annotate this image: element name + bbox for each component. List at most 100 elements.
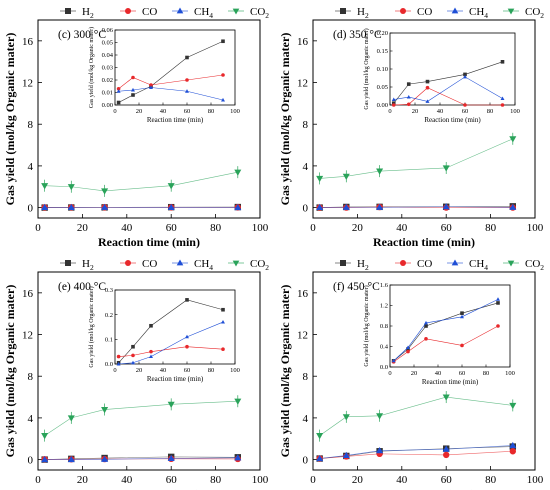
legend-marker-ch4 (176, 7, 184, 14)
inset-y-tick-label: 0.02 (102, 77, 113, 84)
x-tick-label: 0 (35, 222, 41, 234)
inset-x-tick-label: 20 (136, 367, 143, 374)
legend-label-h2: H2 (82, 258, 94, 272)
legend-label-h2: H2 (357, 258, 369, 272)
legend-label-co2: CO2 (525, 6, 544, 20)
inset-y-tick-label: 1.6 (380, 282, 389, 289)
legend: H2 CO CH4 CO2 (60, 6, 269, 20)
inset-x-tick-label: 40 (435, 370, 442, 377)
inset-x-tick-label: 60 (462, 108, 469, 115)
inset-frame (389, 32, 516, 106)
inset-y-tick-label: 0.05 (377, 84, 388, 91)
chart-panel-4: H2 CO CH4 CO2 0 20 40 60 80 100 0 4 8 12 16 Reaction ti… (278, 258, 544, 490)
panel-label: (d) 350 °C (333, 29, 382, 41)
inset-data-point-co (131, 353, 135, 358)
y-tick-label: 16 (297, 288, 309, 300)
legend-marker-h2 (340, 260, 346, 266)
inset-data-point-co (185, 344, 189, 349)
y-tick-label: 0 (28, 455, 34, 467)
x-tick-label: 80 (485, 222, 497, 234)
x-axis-label: Reaction time (min) (98, 487, 200, 490)
inset-data-point-co (116, 354, 121, 359)
data-point-ch4 (442, 445, 450, 452)
data-point-co2 (167, 401, 175, 409)
inset-y-tick-label: 1.2 (380, 303, 388, 310)
data-point-co2 (101, 406, 109, 414)
data-point-co2 (509, 402, 517, 410)
legend-marker-co2 (507, 260, 515, 267)
y-tick-label: 12 (297, 330, 308, 342)
panel-label: (c) 300 °C (58, 29, 106, 41)
x-tick-label: 0 (35, 474, 41, 486)
plot-frame (37, 19, 261, 219)
inset-data-point-co (391, 103, 396, 107)
inset-y-tick-label: 0.4 (380, 344, 389, 351)
inset-data-point-ch4 (116, 361, 121, 366)
x-tick-label: 100 (527, 474, 544, 486)
legend-label-co: CO (417, 6, 432, 18)
y-axis-label: Gas yield (mol/kg Organic mater) (3, 285, 17, 458)
inset-y-tick-label: 0.3 (105, 287, 113, 294)
inset-data-point-ch4 (391, 358, 396, 363)
inset-chart: 0 20 40 60 80 100 0.00 0.01 0.02 0.03 0.04 0.05 0.06… (88, 27, 240, 124)
data-point-ch4 (41, 203, 49, 211)
inset-data-point-co (221, 73, 225, 77)
inset-data-point-ch4 (116, 89, 121, 93)
x-tick-label: 60 (441, 222, 453, 234)
inset-x-tick-label: 80 (487, 108, 494, 115)
plot-frame (312, 271, 536, 471)
data-point-co2 (67, 415, 75, 422)
legend-marker-co2 (232, 8, 240, 15)
inset-data-point-ch4 (496, 297, 500, 301)
inset-x-axis-label: Reaction time (min) (424, 116, 481, 124)
inset-y-tick-label: 0.04 (102, 52, 114, 59)
inset-y-tick-label: 0.10 (377, 66, 388, 73)
data-point-co2 (442, 165, 450, 172)
inset-y-tick-label: 0.0 (380, 364, 388, 371)
inset-x-tick-label: 40 (160, 108, 167, 115)
x-tick-label: 40 (396, 474, 408, 486)
y-axis-label: Gas yield (mol/kg Organic mater) (3, 33, 17, 206)
x-tick-label: 80 (210, 474, 222, 486)
inset-data-point-ch4 (221, 97, 225, 102)
inset-y-tick-label: 0.00 (102, 102, 113, 109)
data-point-co2 (234, 398, 242, 405)
data-point-co2 (67, 184, 75, 191)
inset-y-tick-label: 0.0 (105, 361, 113, 368)
inset-data-point-co (425, 85, 430, 90)
data-point-ch4 (167, 454, 175, 461)
inset-x-tick-label: 20 (136, 108, 143, 115)
inset-y-axis-label: Gas yield (mol/kg Organic mater) (363, 28, 370, 109)
data-point-co2 (376, 168, 384, 175)
x-tick-label: 0 (310, 474, 316, 486)
data-point-ch4 (234, 203, 242, 211)
data-point-ch4 (376, 203, 384, 210)
inset-x-tick-label: 80 (208, 367, 215, 374)
y-tick-label: 8 (303, 119, 309, 131)
x-tick-label: 20 (77, 222, 89, 234)
data-point-ch4 (101, 203, 109, 210)
inset-data-point-ch4 (185, 334, 189, 339)
data-point-ch4 (67, 455, 75, 463)
inset-data-point-h2 (131, 93, 135, 97)
data-point-ch4 (509, 203, 517, 210)
legend-label-co2: CO2 (525, 258, 544, 272)
x-tick-label: 0 (310, 222, 316, 234)
x-tick-label: 20 (352, 474, 364, 486)
inset-data-point-ch4 (221, 319, 225, 324)
data-point-co2 (342, 173, 350, 180)
data-point-co2 (342, 414, 350, 421)
legend-label-co: CO (417, 258, 432, 270)
data-point-ch4 (316, 454, 324, 462)
y-tick-label: 4 (303, 161, 309, 173)
data-point-co2 (509, 136, 517, 143)
inset-data-point-h2 (500, 60, 505, 64)
chart-panel-1: H2 CO CH4 CO2 0 20 40 60 80 100 0 4 8 12 16 Reaction ti… (3, 6, 269, 249)
data-point-co2 (101, 188, 109, 195)
legend-marker-h2 (65, 260, 71, 266)
data-point-co2 (41, 433, 49, 440)
y-tick-label: 4 (28, 161, 34, 173)
inset-data-point-co (463, 103, 467, 107)
y-tick-label: 8 (28, 371, 34, 383)
data-point-co2 (316, 433, 324, 440)
